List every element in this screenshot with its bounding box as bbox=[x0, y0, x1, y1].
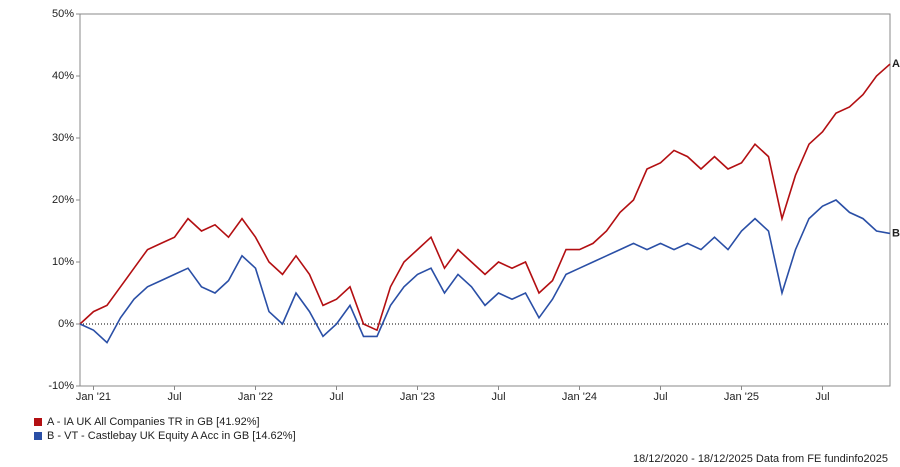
series-line bbox=[79, 199, 891, 344]
x-tick-label: Jul bbox=[167, 391, 181, 403]
y-tick-label: 20% bbox=[52, 194, 74, 206]
end-label: B bbox=[892, 227, 900, 239]
x-tick-label: Jan '23 bbox=[400, 391, 435, 403]
x-tick-label: Jan '24 bbox=[562, 391, 597, 403]
plot-frame bbox=[79, 13, 891, 387]
legend-label: A - IA UK All Companies TR in GB [41.92%… bbox=[47, 416, 260, 428]
x-tick-label: Jul bbox=[653, 391, 667, 403]
series-line bbox=[79, 63, 891, 332]
y-tick-label: -10% bbox=[48, 380, 74, 392]
x-tick-label: Jul bbox=[815, 391, 829, 403]
x-tick-label: Jan '25 bbox=[724, 391, 759, 403]
footer: 18/12/2020 - 18/12/2025 Data from FE fun… bbox=[633, 453, 888, 465]
x-tick-label: Jan '22 bbox=[238, 391, 273, 403]
legend-swatch bbox=[34, 432, 42, 440]
end-label: A bbox=[892, 58, 900, 70]
x-tick-label: Jul bbox=[329, 391, 343, 403]
y-tick-label: 50% bbox=[52, 8, 74, 20]
legend-swatch bbox=[34, 418, 42, 426]
legend-label: B - VT - Castlebay UK Equity A Acc in GB… bbox=[47, 430, 296, 442]
y-tick-label: 30% bbox=[52, 132, 74, 144]
x-tick-label: Jan '21 bbox=[76, 391, 111, 403]
y-tick-label: 0% bbox=[58, 318, 74, 330]
y-tick-label: 40% bbox=[52, 70, 74, 82]
y-tick-label: 10% bbox=[52, 256, 74, 268]
x-tick-label: Jul bbox=[491, 391, 505, 403]
